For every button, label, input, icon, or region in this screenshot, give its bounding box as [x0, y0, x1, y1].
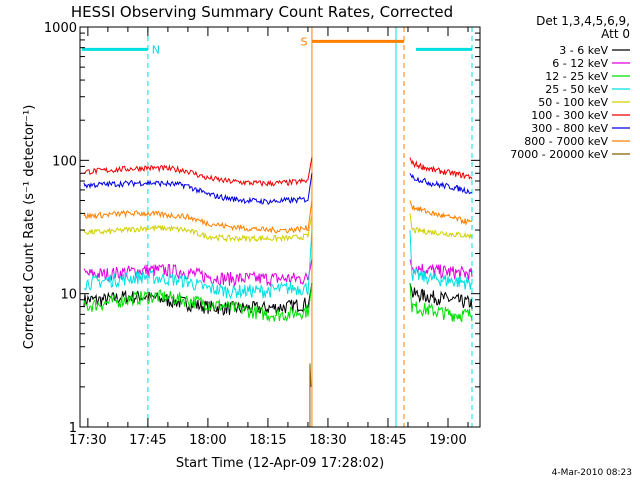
axis-ticks: 17:30 17:45 18:00 18:15 18:30 18:45 19:00 1 10 10… [44, 21, 480, 448]
series-line-50-100-a [83, 213, 313, 243]
series-line-800-7000-b [409, 200, 473, 226]
x-tick-label: 18:30 [309, 433, 346, 448]
y-tick-label: 1 [69, 421, 77, 436]
legend-entry-50-100: 50 - 100 keV [538, 96, 608, 109]
x-tick-label: 19:00 [429, 433, 466, 448]
legend-entry-300-800: 300 - 800 keV [531, 122, 608, 135]
chart-title: HESSI Observing Summary Count Rates, Cor… [71, 3, 453, 21]
legend-entry-3-6: 3 - 6 keV [559, 44, 608, 57]
footer-timestamp: 4-Mar-2010 08:23 [552, 468, 632, 478]
plot-marks: NS [81, 27, 473, 427]
series-line-300-800-a [83, 173, 313, 206]
x-tick-label: 17:45 [129, 433, 166, 448]
series-line-12-25-b [409, 283, 473, 323]
y-tick-label: 10 [60, 288, 77, 303]
legend-entry-12-25: 12 - 25 keV [545, 70, 608, 83]
series-line-7000-20000 [309, 363, 312, 427]
x-tick-label: 18:00 [189, 433, 226, 448]
legend-title-line-2: Att 0 [601, 27, 630, 41]
series-line-25-50-b [409, 230, 473, 290]
y-tick-label: 1000 [44, 21, 77, 36]
x-tick-label: 18:45 [369, 433, 406, 448]
series-line-300-800-b [409, 173, 473, 195]
plot-frame [79, 26, 481, 428]
series-line-50-100-b [409, 213, 473, 239]
legend-entry-100-300: 100 - 300 keV [531, 109, 608, 122]
series-line-100-300-b [409, 157, 473, 180]
series-line-25-50-a [83, 230, 313, 300]
flag-n-label: N [152, 43, 160, 56]
legend-entry-25-50: 25 - 50 keV [545, 83, 608, 96]
x-axis-label: Start Time (12-Apr-09 17:28:02) [176, 456, 384, 471]
series-line-800-7000-a [83, 200, 313, 234]
y-axis-label: Corrected Count Rate (s⁻¹ detector⁻¹) [22, 105, 37, 350]
series-line-3-6-b [409, 282, 473, 309]
legend-title-line-1: Det 1,3,4,5,6,9, [536, 14, 630, 28]
legend-entry-800-7000: 800 - 7000 keV [524, 135, 608, 148]
legend-entry-7000-20000: 7000 - 20000 keV [510, 148, 608, 161]
y-tick-label: 100 [52, 154, 77, 169]
x-tick-label: 18:15 [249, 433, 286, 448]
series-line-100-300-a [83, 157, 313, 188]
x-tick-label: 17:30 [69, 433, 106, 448]
flag-s-label: S [300, 35, 307, 48]
series-line-12-25-a [83, 283, 313, 323]
legend-entry-6-12: 6 - 12 keV [552, 57, 608, 70]
